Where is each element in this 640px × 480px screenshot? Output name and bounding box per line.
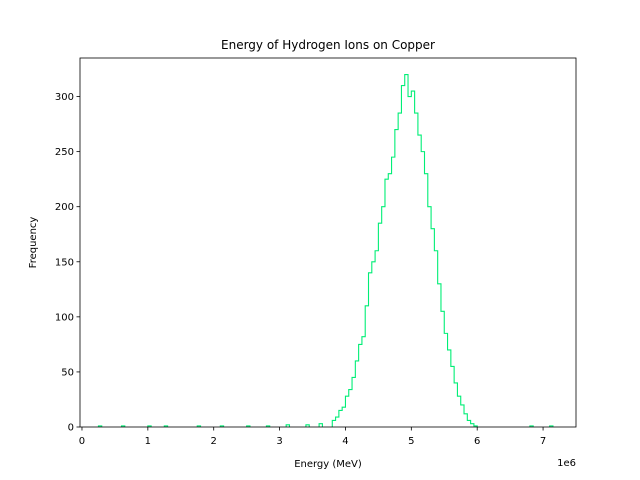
y-axis-ticks: 0 50 100 150 200 250 300 xyxy=(55,92,80,434)
sparse-bin xyxy=(318,423,323,427)
x-axis-offset-label: 1e6 xyxy=(557,458,576,469)
x-axis-ticks: 0 1 2 3 4 5 6 7 xyxy=(79,427,546,447)
plot-area xyxy=(97,73,554,427)
x-tick-label: 0 xyxy=(79,436,85,447)
x-tick-label: 4 xyxy=(342,436,348,447)
x-tick-label: 6 xyxy=(474,436,480,447)
sparse-bin xyxy=(285,424,291,427)
x-axis-label: Energy (MeV) xyxy=(294,459,362,470)
sparse-bins xyxy=(97,423,554,427)
sparse-bin xyxy=(246,425,251,427)
y-tick-label: 100 xyxy=(55,312,74,323)
sparse-bin xyxy=(549,425,554,427)
x-tick-label: 3 xyxy=(276,436,282,447)
axes-frame xyxy=(79,57,577,428)
x-tick-label: 7 xyxy=(540,436,546,447)
x-tick-label: 2 xyxy=(211,436,217,447)
sparse-bin xyxy=(97,425,103,427)
y-tick-label: 150 xyxy=(55,257,74,268)
sparse-bin xyxy=(529,425,534,427)
chart-title: Energy of Hydrogen Ions on Copper xyxy=(221,38,435,52)
sparse-bin xyxy=(196,425,202,427)
sparse-bin xyxy=(147,425,152,427)
y-tick-label: 250 xyxy=(55,147,74,158)
histogram-series xyxy=(331,73,478,427)
y-tick-label: 200 xyxy=(55,202,74,213)
y-tick-label: 50 xyxy=(61,367,74,378)
sparse-bin xyxy=(305,424,310,427)
x-tick-label: 5 xyxy=(408,436,414,447)
y-tick-label: 300 xyxy=(55,92,74,103)
y-axis-label: Frequency xyxy=(28,217,39,269)
x-tick-label: 1 xyxy=(145,436,151,447)
sparse-bin xyxy=(120,425,126,427)
sparse-bin xyxy=(163,425,169,427)
y-tick-label: 0 xyxy=(68,423,74,434)
sparse-bin xyxy=(219,425,225,427)
sparse-bin xyxy=(265,425,271,427)
